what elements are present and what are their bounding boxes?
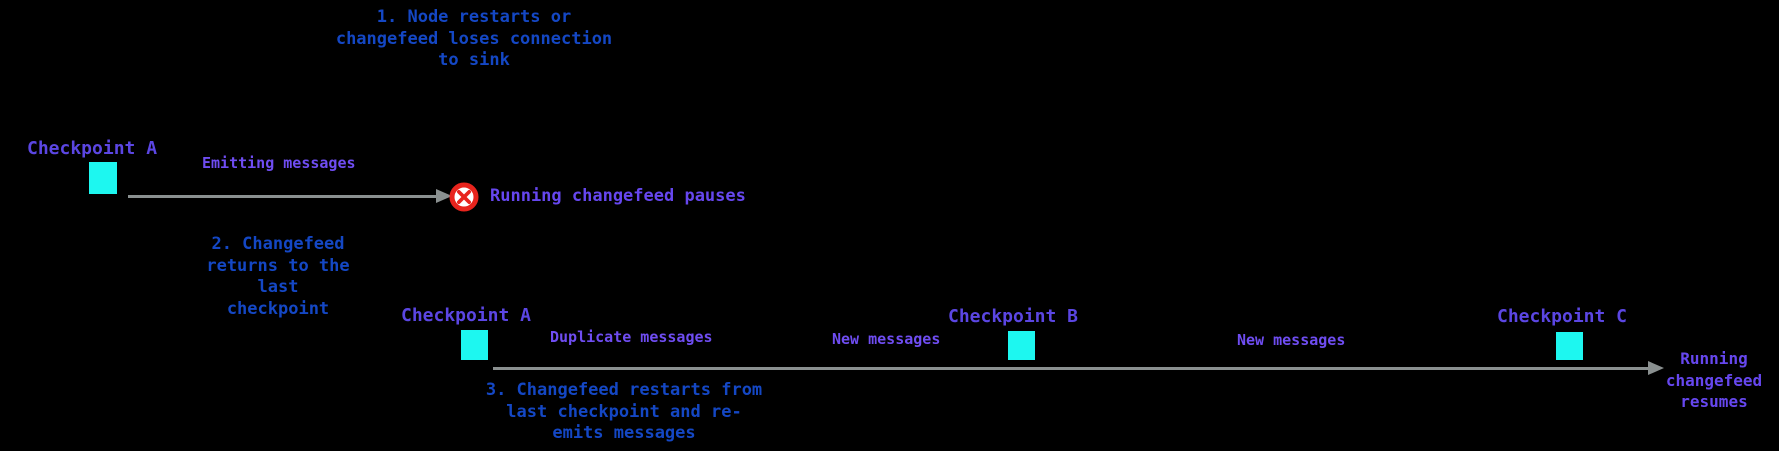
new-messages-label-2: New messages bbox=[1237, 331, 1346, 349]
duplicate-messages-label: Duplicate messages bbox=[550, 328, 713, 346]
checkpoint-b-label: Checkpoint B bbox=[947, 306, 1079, 327]
note-step3: 3. Changefeed restarts from last checkpo… bbox=[485, 380, 763, 443]
note-step2: 2. Changefeed returns to the last checkp… bbox=[206, 234, 350, 319]
running-changefeed-resumes-label: Running changefeed resumes bbox=[1665, 349, 1763, 411]
arrowhead-icon bbox=[436, 189, 452, 203]
resumed-timeline-line bbox=[493, 367, 1649, 370]
arrowhead-icon bbox=[1648, 361, 1664, 375]
running-changefeed-pauses-label: Running changefeed pauses bbox=[490, 186, 746, 206]
circle-x-icon bbox=[449, 182, 479, 212]
emitting-messages-label: Emitting messages bbox=[202, 154, 356, 172]
new-messages-label-1: New messages bbox=[832, 330, 941, 348]
checkpoint-b-marker-icon bbox=[1008, 331, 1035, 360]
checkpoint-a-marker-icon bbox=[89, 162, 117, 194]
checkpoint-c-label: Checkpoint C bbox=[1496, 306, 1628, 327]
note-step1: 1. Node restarts or changefeed loses con… bbox=[335, 7, 613, 70]
checkpoint-c-marker-icon bbox=[1556, 332, 1583, 360]
checkpoint-a-marker-icon bbox=[461, 330, 488, 360]
checkpoint-a-label-resumed: Checkpoint A bbox=[400, 305, 532, 326]
checkpoint-a-label-paused: Checkpoint A bbox=[27, 138, 158, 159]
paused-timeline-line bbox=[128, 195, 437, 198]
